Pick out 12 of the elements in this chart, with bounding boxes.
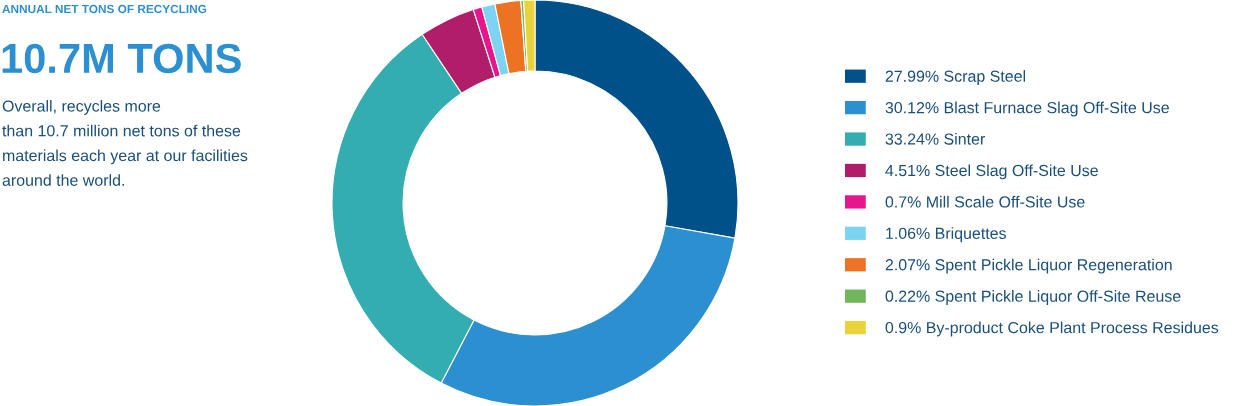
legend-label: 0.22% Spent Pickle Liquor Off-Site Reuse	[885, 290, 1181, 305]
legend-label: 30.12% Blast Furnace Slag Off-Site Use	[885, 101, 1169, 117]
legend-label: 0.9% By-product Coke Plant Process Residues	[885, 321, 1219, 337]
legend-label: 4.51% Steel Slag Off-Site Use	[885, 164, 1098, 180]
text: Overall, recycles more than 10.7 million net tons of these materials each year at our facilities around the world.	[2, 100, 248, 186]
text: 10.7M TONS	[2, 43, 241, 74]
legend-label: 0.7% Mill Scale Off-Site Use	[885, 195, 1085, 208]
legend-label: 2.07% Spent Pickle Liquor Regeneration	[885, 258, 1172, 274]
legend-label: 1.06% Briquettes	[886, 227, 1006, 243]
text: ANNUAL NET TONS OF RECYCLING	[2, 4, 207, 14]
legend-label: 27.99% Scrap Steel	[885, 70, 1026, 86]
legend-label: 33.24% Sinter	[885, 132, 985, 145]
